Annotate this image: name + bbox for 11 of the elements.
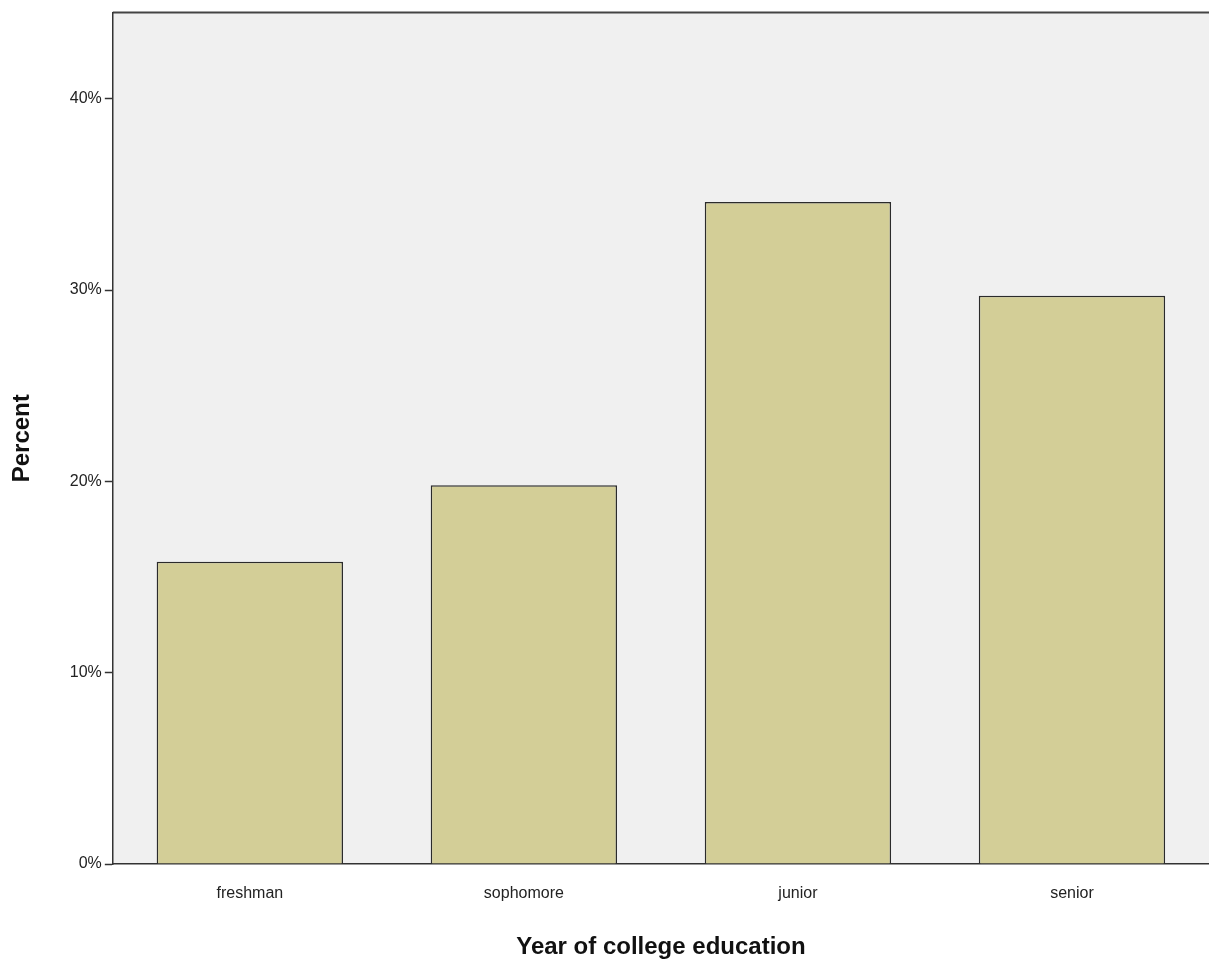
y-tick-label: 10% bbox=[69, 663, 102, 681]
x-tick-label: junior bbox=[777, 884, 819, 902]
x-tick-label: freshman bbox=[216, 884, 284, 902]
x-tick-label: sophomore bbox=[483, 884, 565, 902]
y-tick-label: 40% bbox=[69, 89, 102, 107]
y-tick-label: 0% bbox=[78, 854, 102, 872]
x-tick-label: senior bbox=[1050, 884, 1095, 902]
x-axis-title: Year of college education bbox=[516, 932, 806, 960]
y-tick-label: 30% bbox=[69, 280, 102, 298]
y-tick-label: 20% bbox=[69, 471, 102, 489]
y-axis-title: Percent bbox=[7, 394, 35, 483]
